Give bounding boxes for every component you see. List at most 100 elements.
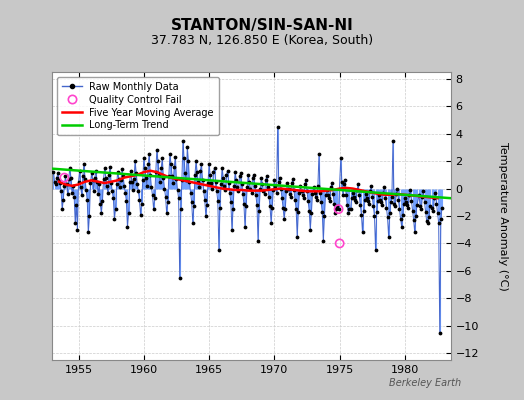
Point	[138, 177, 147, 184]
Point	[406, 187, 414, 193]
Point	[58, 206, 67, 212]
Point	[127, 168, 135, 174]
Point	[239, 200, 248, 207]
Point	[172, 176, 181, 182]
Point	[205, 161, 213, 167]
Point	[357, 212, 366, 218]
Point	[431, 190, 440, 196]
Point	[326, 198, 334, 204]
Point	[407, 198, 416, 204]
Point	[215, 247, 223, 254]
Point	[221, 187, 230, 193]
Point	[217, 181, 225, 188]
Point	[208, 185, 216, 192]
Point	[94, 191, 102, 197]
Point	[128, 178, 136, 185]
Point	[174, 195, 183, 201]
Point	[391, 203, 399, 210]
Point	[185, 178, 194, 185]
Point	[190, 203, 198, 210]
Point	[282, 188, 290, 194]
Point	[62, 181, 71, 188]
Point	[238, 191, 247, 197]
Point	[339, 192, 347, 199]
Point	[122, 198, 130, 204]
Point	[378, 202, 386, 208]
Point	[295, 190, 303, 196]
Point	[320, 213, 329, 219]
Point	[331, 210, 340, 216]
Point	[200, 188, 208, 194]
Point	[204, 180, 212, 186]
Point	[197, 161, 205, 167]
Point	[146, 172, 155, 178]
Point	[125, 178, 134, 185]
Point	[356, 202, 365, 208]
Point	[223, 168, 232, 174]
Text: Berkeley Earth: Berkeley Earth	[389, 378, 461, 388]
Point	[118, 166, 126, 172]
Point	[114, 169, 122, 175]
Point	[291, 196, 299, 203]
Point	[312, 194, 320, 200]
Point	[332, 206, 341, 212]
Point	[133, 181, 141, 188]
Point	[50, 178, 59, 185]
Point	[69, 183, 77, 189]
Point	[305, 207, 313, 214]
Point	[409, 217, 418, 223]
Point	[410, 229, 419, 236]
Point	[258, 181, 267, 188]
Point	[435, 329, 444, 336]
Point	[436, 216, 445, 222]
Point	[70, 194, 79, 200]
Point	[81, 176, 89, 182]
Point	[323, 192, 332, 199]
Point	[192, 158, 200, 164]
Point	[139, 155, 148, 162]
Point	[150, 195, 159, 201]
Point	[165, 173, 173, 180]
Point	[350, 194, 358, 200]
Point	[385, 233, 393, 240]
Point	[63, 191, 72, 197]
Point	[434, 220, 443, 226]
Point	[317, 199, 325, 206]
Point	[402, 199, 410, 206]
Point	[124, 210, 133, 216]
Point	[319, 238, 328, 244]
Point	[276, 174, 284, 181]
Point	[244, 172, 253, 178]
Point	[219, 174, 227, 181]
Point	[306, 226, 314, 233]
Point	[113, 181, 121, 188]
Point	[307, 210, 315, 216]
Point	[381, 195, 389, 201]
Point	[60, 183, 69, 189]
Point	[250, 183, 259, 189]
Point	[232, 177, 241, 184]
Point	[91, 174, 99, 181]
Point	[374, 198, 382, 204]
Point	[321, 192, 330, 199]
Point	[345, 206, 354, 212]
Point	[279, 204, 287, 211]
Point	[329, 191, 337, 197]
Point	[314, 183, 322, 189]
Point	[157, 165, 166, 171]
Point	[366, 188, 374, 194]
Point	[222, 172, 231, 178]
Point	[225, 190, 234, 196]
Point	[301, 181, 309, 188]
Point	[388, 194, 396, 200]
Point	[370, 213, 379, 219]
Point	[432, 200, 441, 207]
Point	[335, 240, 344, 247]
Point	[304, 198, 312, 204]
Point	[96, 200, 104, 207]
Point	[230, 183, 238, 189]
Point	[315, 151, 323, 158]
Point	[100, 176, 108, 182]
Point	[220, 183, 228, 189]
Point	[72, 202, 81, 208]
